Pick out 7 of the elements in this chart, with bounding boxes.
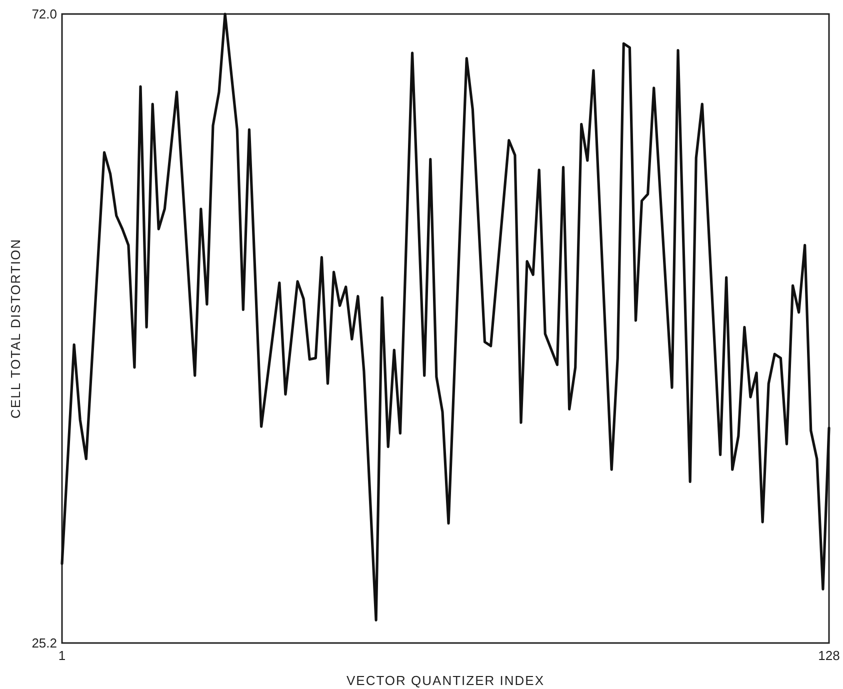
x-axis-title: VECTOR QUANTIZER INDEX <box>346 673 545 688</box>
x-tick-label: 1 <box>58 648 66 663</box>
y-tick-label: 25.2 <box>32 636 57 651</box>
y-tick-label: 72.0 <box>32 6 57 22</box>
y-axis-title: CELL TOTAL DISTORTION <box>8 238 23 418</box>
x-tick-label: 128 <box>818 648 840 663</box>
line-series <box>60 12 830 622</box>
